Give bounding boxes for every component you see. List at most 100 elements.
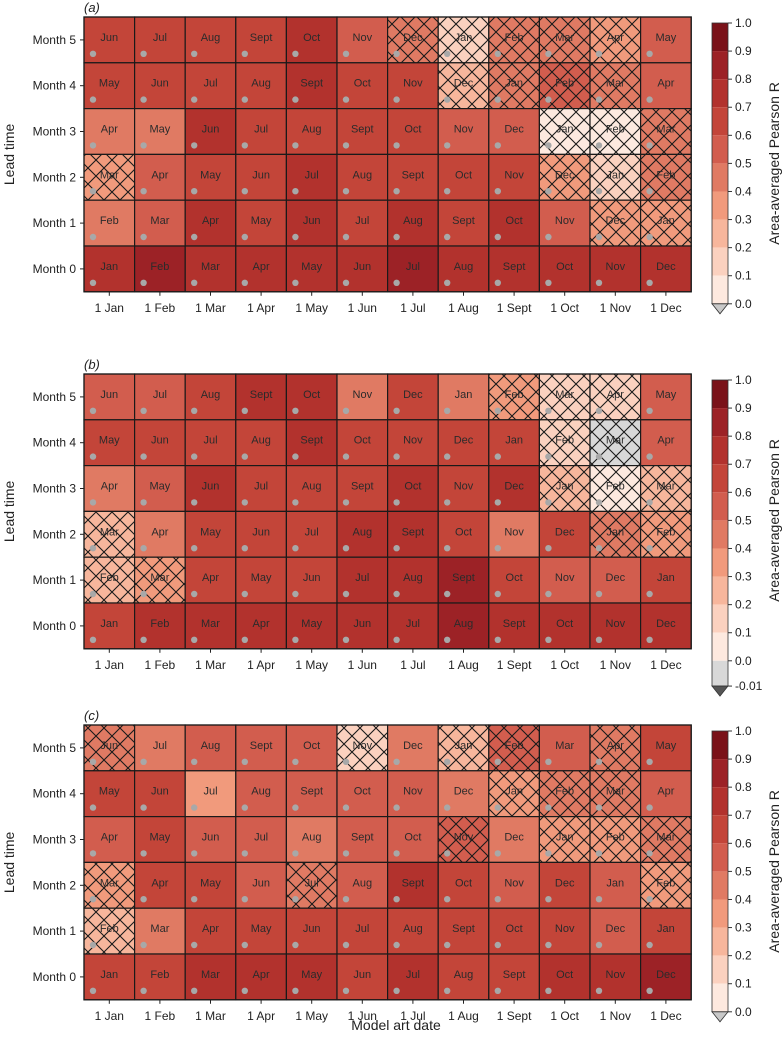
cell-label: Jan xyxy=(606,877,624,889)
significance-dot xyxy=(646,545,653,552)
significance-dot xyxy=(241,896,248,903)
significance-dot xyxy=(494,50,501,57)
cell-label: Jul xyxy=(406,618,420,630)
significance-dot xyxy=(545,941,552,949)
colorbar-segment xyxy=(712,955,728,984)
x-tick-label: 1 Jul xyxy=(400,1009,425,1023)
cell-label: Oct xyxy=(354,78,371,90)
colorbar-segment xyxy=(712,759,728,788)
colorbar-segment xyxy=(712,520,728,549)
significance-dot xyxy=(646,499,653,506)
cell-label: Dec xyxy=(555,526,575,538)
cell-label: Jun xyxy=(303,923,321,935)
cell-label: Jan xyxy=(100,261,118,273)
significance-dot xyxy=(292,407,299,414)
significance-dot xyxy=(241,188,248,195)
significance-dot xyxy=(393,545,400,552)
cell-label: Sept xyxy=(250,389,273,401)
cell-label: Dec xyxy=(403,32,423,44)
colorbar-tick-label: 0.7 xyxy=(735,457,752,471)
cell-label: May xyxy=(99,435,120,447)
cell-label: Nov xyxy=(606,969,626,981)
colorbar-segment xyxy=(712,983,728,1012)
cell-label: May xyxy=(200,877,221,889)
significance-dot xyxy=(292,758,299,765)
significance-dot xyxy=(241,50,248,57)
significance-dot xyxy=(494,590,501,598)
y-tick-label: Month 3 xyxy=(33,125,77,139)
cell-label: May xyxy=(301,261,322,273)
colorbar-tick-label: 0.4 xyxy=(735,541,752,555)
significance-dot xyxy=(444,896,451,903)
plot-frame xyxy=(83,16,692,293)
panel-label: (b) xyxy=(84,357,100,372)
colorbar-extend-arrow xyxy=(711,1011,729,1023)
colorbar-tick-label: 0.9 xyxy=(735,401,752,415)
significance-dot xyxy=(393,941,400,949)
colorbar-tick-label: 1.0 xyxy=(735,373,752,387)
colorbar-segment xyxy=(712,247,728,276)
significance-dot xyxy=(545,758,552,765)
significance-dot xyxy=(342,941,350,949)
significance-dot xyxy=(292,233,299,241)
significance-dot xyxy=(342,545,350,552)
colorbar-segment xyxy=(712,436,728,465)
significance-dot xyxy=(444,987,451,994)
cell-label: Apr xyxy=(657,435,674,447)
cell-label: Nov xyxy=(403,78,423,90)
cell-label: Jan xyxy=(455,740,473,752)
cell-label: Apr xyxy=(657,786,674,798)
cell-label: Sept xyxy=(402,877,425,889)
significance-dot xyxy=(444,804,451,811)
cell-label: Apr xyxy=(253,618,270,630)
cell-label: Sept xyxy=(452,215,475,227)
significance-dot xyxy=(89,407,97,414)
cell-label: Sept xyxy=(452,572,475,584)
cell-label: Aug xyxy=(251,435,271,447)
colorbar-tick-label: 0.7 xyxy=(735,100,752,114)
significance-dot xyxy=(494,545,501,552)
significance-dot xyxy=(241,279,248,286)
x-tick-label: 1 Sept xyxy=(497,658,532,672)
cell-label: Sept xyxy=(503,618,526,630)
cell-label: Mar xyxy=(555,32,574,44)
colorbar-segment xyxy=(712,191,728,220)
significance-dot xyxy=(595,233,603,241)
significance-dot xyxy=(595,453,603,460)
cell-label: May xyxy=(150,481,171,493)
significance-dot xyxy=(393,590,400,598)
y-tick-label: Month 2 xyxy=(33,527,77,541)
cell-label: Dec xyxy=(504,124,524,136)
cell-label: Sept xyxy=(351,481,374,493)
colorbar-segment xyxy=(712,464,728,493)
cell-label: Dec xyxy=(403,740,423,752)
significance-dot xyxy=(191,758,198,765)
heatmap-panel-3: (c) Jun Jul Aug Sept Oct Nov Dec Jan Feb Mar Apr May… xyxy=(1,708,782,1023)
cell-label: Jan xyxy=(606,526,624,538)
cell-label: Mar xyxy=(606,786,625,798)
significance-dot xyxy=(191,590,198,598)
y-tick-label: Month 1 xyxy=(33,216,77,230)
significance-dot xyxy=(494,636,501,643)
cell-label: Jan xyxy=(556,481,574,493)
significance-dot xyxy=(646,636,653,643)
significance-dot xyxy=(595,279,603,286)
y-tick-label: Month 4 xyxy=(33,787,77,801)
significance-dot xyxy=(595,499,603,506)
x-tick-label: 1 Feb xyxy=(145,658,176,672)
significance-dot xyxy=(140,50,147,57)
colorbar-tick-label: 0.0 xyxy=(735,654,752,668)
x-tick-label: 1 Apr xyxy=(247,1009,275,1023)
significance-dot xyxy=(241,987,248,994)
significance-dot xyxy=(444,590,451,598)
cell-label: Jan xyxy=(505,78,523,90)
significance-dot xyxy=(494,453,501,460)
significance-dot xyxy=(89,850,97,857)
cell-label: Nov xyxy=(504,526,524,538)
cell-label: Oct xyxy=(506,923,523,935)
significance-dot xyxy=(292,941,299,949)
significance-dot xyxy=(241,142,248,149)
cell-label: May xyxy=(251,572,272,584)
cell-label: Nov xyxy=(555,923,575,935)
significance-dot xyxy=(393,804,400,811)
